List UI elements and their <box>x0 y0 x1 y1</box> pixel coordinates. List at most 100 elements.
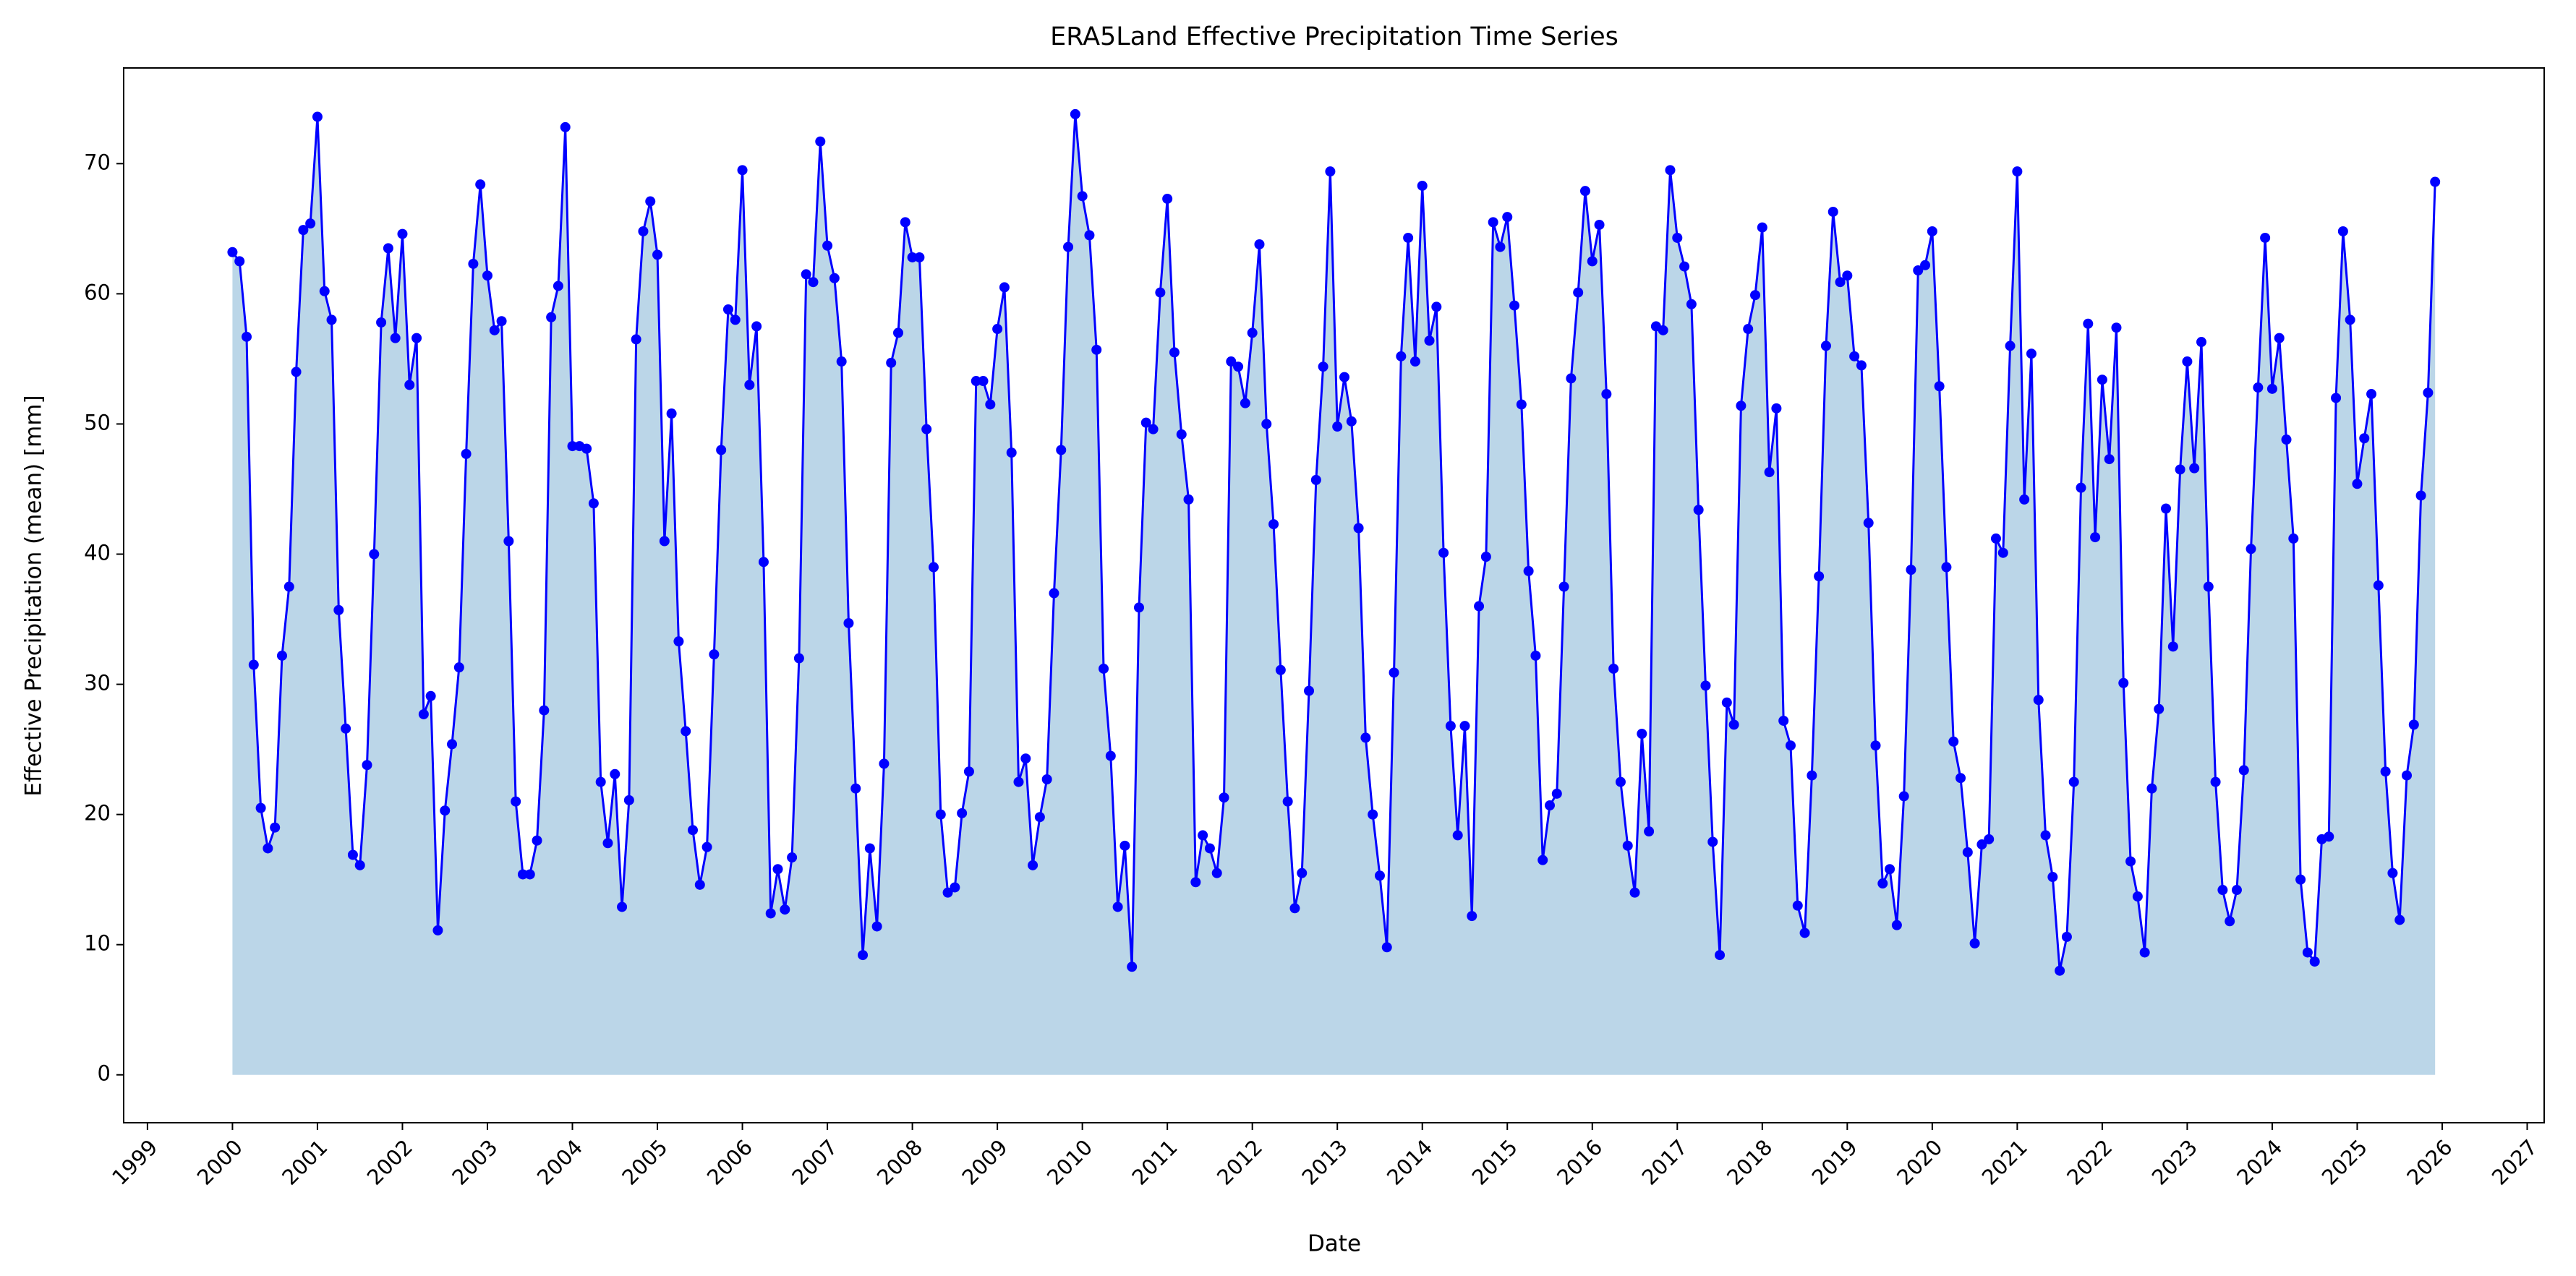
point <box>1183 494 1194 505</box>
point <box>765 908 776 919</box>
point <box>1551 788 1562 799</box>
point <box>1927 226 1937 236</box>
point <box>1516 399 1527 410</box>
point <box>2040 830 2051 841</box>
point <box>1728 719 1739 730</box>
x-tick-label: 2019 <box>1807 1135 1862 1190</box>
point <box>687 825 698 836</box>
point <box>1863 518 1874 528</box>
point <box>2309 956 2320 967</box>
point <box>347 849 358 860</box>
point <box>1275 664 1286 675</box>
point <box>1538 855 1548 865</box>
point <box>2394 915 2405 925</box>
x-tick-label: 2017 <box>1637 1135 1692 1190</box>
point <box>1254 239 1265 249</box>
point <box>2345 314 2355 325</box>
point <box>496 316 507 327</box>
point <box>1198 830 1208 841</box>
point <box>1056 445 1067 455</box>
point <box>2302 947 2313 958</box>
point <box>1268 519 1279 530</box>
point <box>737 165 748 176</box>
point <box>2161 503 2172 514</box>
point <box>2253 382 2264 393</box>
point <box>2104 454 2115 465</box>
point <box>453 662 464 673</box>
point <box>631 334 641 345</box>
y-tick-label: 70 <box>84 150 111 174</box>
point <box>1573 287 1584 298</box>
point <box>1502 212 1513 223</box>
point <box>1190 877 1201 888</box>
point <box>1077 191 1088 202</box>
point <box>411 333 422 343</box>
point <box>489 325 500 335</box>
x-tick-label: 2022 <box>2062 1135 2117 1190</box>
x-tick-label: 2014 <box>1382 1135 1437 1190</box>
point <box>1070 108 1080 119</box>
point <box>1807 770 1817 781</box>
point <box>447 739 458 750</box>
point <box>2005 341 2016 351</box>
point <box>255 802 266 813</box>
point <box>2083 318 2094 329</box>
point <box>1240 398 1250 408</box>
point <box>1020 753 1031 764</box>
point <box>2189 463 2200 474</box>
point <box>2118 677 2129 688</box>
point <box>2196 337 2206 348</box>
point <box>432 925 443 935</box>
point <box>461 448 472 459</box>
point <box>1686 299 1697 309</box>
point <box>1176 429 1187 440</box>
x-tick-label: 2004 <box>532 1135 587 1190</box>
point <box>2061 931 2072 942</box>
point <box>2076 482 2086 493</box>
point <box>2217 885 2228 896</box>
point <box>1247 327 1258 338</box>
point <box>404 380 415 390</box>
point <box>2019 494 2030 505</box>
y-tick-label: 20 <box>84 801 111 826</box>
point <box>808 277 819 288</box>
point <box>1112 902 1123 912</box>
point <box>468 258 479 269</box>
point <box>1558 581 1569 592</box>
point <box>1721 697 1732 708</box>
x-tick-label: 2000 <box>192 1135 247 1190</box>
y-tick-label: 50 <box>84 410 111 434</box>
point <box>1913 265 1924 275</box>
point <box>850 783 861 794</box>
point <box>1743 324 1754 335</box>
point <box>2402 770 2413 781</box>
point <box>326 314 337 325</box>
x-tick-label: 2008 <box>872 1135 927 1190</box>
point <box>638 226 649 236</box>
point <box>1133 602 1144 613</box>
point <box>659 536 670 547</box>
point <box>2125 856 2136 867</box>
point <box>780 904 790 915</box>
point <box>2225 916 2235 927</box>
point <box>673 636 684 647</box>
point <box>935 809 946 820</box>
point <box>1233 361 1244 372</box>
point <box>390 333 401 343</box>
point <box>1891 920 1902 930</box>
x-tick-label: 2006 <box>702 1135 757 1190</box>
point <box>283 581 294 592</box>
point <box>376 317 387 328</box>
point <box>1997 547 2008 558</box>
point <box>1579 186 1590 197</box>
y-tick-label: 10 <box>84 931 111 956</box>
point <box>1665 165 1676 176</box>
x-tick-label: 2007 <box>787 1135 842 1190</box>
point <box>503 536 514 547</box>
point <box>900 217 910 228</box>
point <box>1211 868 1222 878</box>
point <box>1750 290 1761 301</box>
point <box>546 312 557 322</box>
point <box>1842 270 1853 281</box>
point <box>1148 424 1159 434</box>
